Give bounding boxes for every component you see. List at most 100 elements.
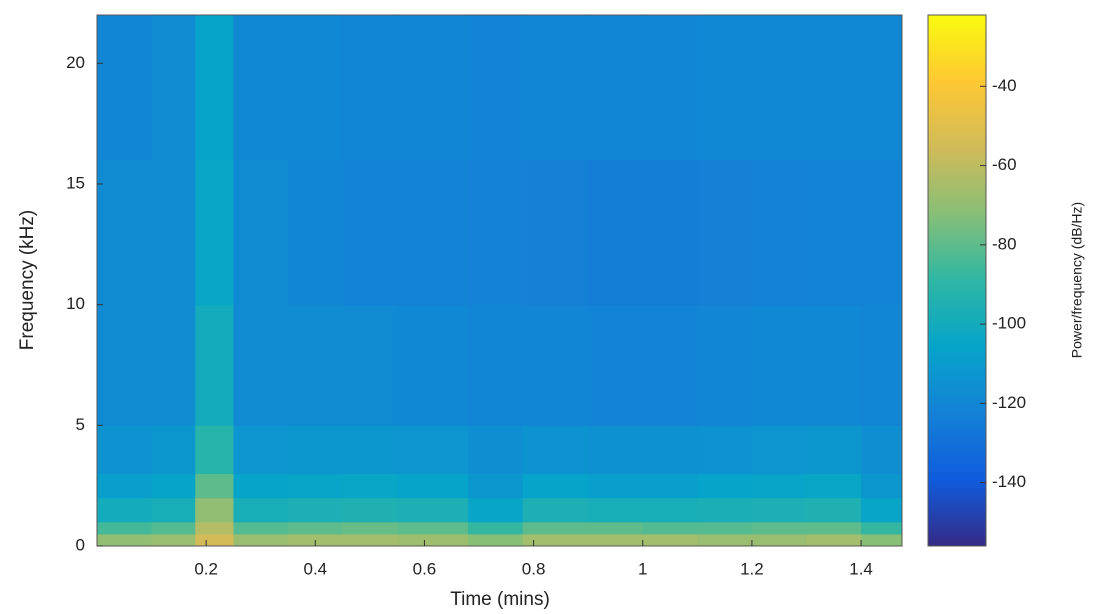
y-tick-label: 0 [76,535,85,554]
heat-cell [151,159,196,306]
colorbar-tick-label: -140 [992,472,1026,491]
heat-cell [697,15,753,161]
heat-cell [233,497,289,523]
heat-cell [97,304,153,426]
heat-cell [697,521,753,535]
heat-cell [861,15,903,161]
colorbar-tick-label: -120 [992,393,1026,412]
heat-cell [468,15,524,161]
heat-cell [861,497,903,523]
heat-cell [751,473,807,499]
heat-cell [233,473,289,499]
heat-cell [588,521,644,535]
heat-cell [522,521,589,535]
heat-cell [195,521,234,535]
heat-cell [468,304,524,426]
heat-cell [97,521,153,535]
heat-cell [468,473,524,499]
plot-frame [96,14,903,547]
heat-cell [233,533,289,547]
heat-cell [195,473,234,499]
heat-cell [195,15,234,161]
heat-cell [806,521,862,535]
heat-cell [195,304,234,426]
heat-cell [806,497,862,523]
y-tick-label: 5 [76,415,85,434]
x-tick-label: 0.2 [194,559,218,578]
heat-cell [195,159,234,306]
colorbar-tick-label: -100 [992,314,1026,333]
heat-cell [751,425,807,475]
heat-cell [151,473,196,499]
heat-cell [861,533,903,547]
x-tick-label: 0.6 [413,559,437,578]
heat-cell [522,304,589,426]
heat-cell [588,473,644,499]
y-tick-label: 15 [66,173,85,192]
heat-cell [861,521,903,535]
heat-cell [397,425,469,475]
heat-cell [288,425,344,475]
heat-cell [642,473,698,499]
heat-cell [522,473,589,499]
heat-cell [151,425,196,475]
heat-cell [342,304,398,426]
y-axis-label: Frequency (kHz) [17,210,38,350]
heat-cell [522,497,589,523]
heat-cell [97,497,153,523]
heat-cell [397,521,469,535]
heat-cell [97,473,153,499]
heat-cell [233,159,289,306]
heat-cell [195,533,234,547]
heat-cell [97,159,153,306]
heat-cell [751,533,807,547]
heat-cell [806,15,862,161]
heat-cell [195,425,234,475]
heat-cell [342,533,398,547]
heat-cell [288,304,344,426]
heat-cell [588,533,644,547]
colorbar-tick-label: -40 [992,76,1017,95]
heat-cell [397,304,469,426]
heat-cell [751,521,807,535]
heat-cell [342,473,398,499]
heat-cell [522,15,589,161]
heat-cell [342,15,398,161]
heat-cell [342,159,398,306]
heat-cell [588,497,644,523]
x-tick-label: 1 [638,559,647,578]
heat-cell [642,521,698,535]
heat-cell [642,497,698,523]
heat-cell [642,533,698,547]
heat-cell [151,15,196,161]
heat-cell [151,304,196,426]
x-tick-label: 0.8 [522,559,546,578]
heat-cell [751,304,807,426]
heat-cell [397,533,469,547]
heat-cell [697,533,753,547]
heat-cell [806,159,862,306]
heat-cell [468,497,524,523]
y-tick-label: 10 [66,294,85,313]
heat-cell [233,304,289,426]
heat-cell [806,304,862,426]
heat-cell [397,159,469,306]
heat-cell [751,15,807,161]
heat-cell [342,425,398,475]
x-tick-label: 0.4 [303,559,327,578]
heat-cell [397,15,469,161]
heat-cell [288,159,344,306]
colorbar-tick-label: -60 [992,155,1017,174]
heat-cell [233,521,289,535]
heat-cell [468,521,524,535]
heat-cell [342,521,398,535]
heat-cell [642,425,698,475]
heat-cell [861,159,903,306]
heat-cell [288,497,344,523]
heat-cell [751,497,807,523]
heat-cell [151,533,196,547]
colorbar-label: Power/frequency (dB/Hz) [1069,202,1085,358]
heat-cell [97,425,153,475]
heat-cell [468,425,524,475]
